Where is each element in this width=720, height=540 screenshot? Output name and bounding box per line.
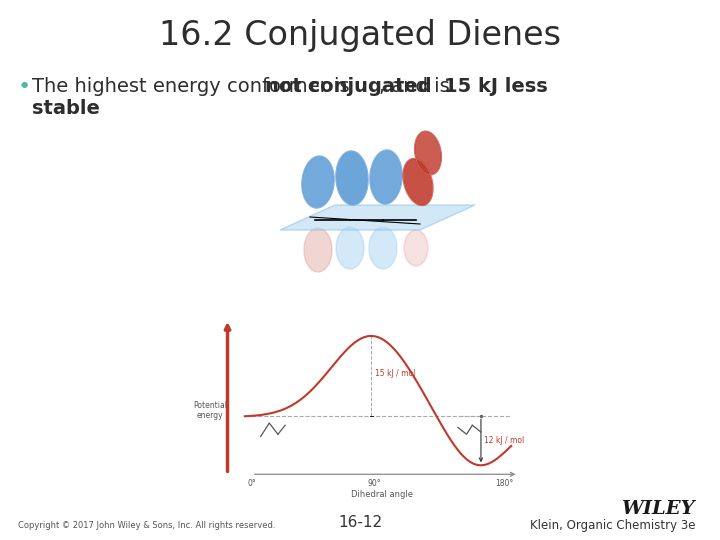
Text: 12 kJ / mol: 12 kJ / mol <box>484 436 524 446</box>
Text: •: • <box>18 77 31 97</box>
Text: 90°: 90° <box>368 479 381 488</box>
Text: 16.2 Conjugated Dienes: 16.2 Conjugated Dienes <box>159 18 561 51</box>
Text: Potential
energy: Potential energy <box>193 401 228 420</box>
Text: stable: stable <box>32 99 100 118</box>
Polygon shape <box>336 227 364 269</box>
Text: Dihedral angle: Dihedral angle <box>351 490 413 499</box>
Polygon shape <box>415 131 441 175</box>
Text: 0°: 0° <box>248 479 256 488</box>
Text: not conjugated: not conjugated <box>265 77 431 96</box>
Polygon shape <box>369 227 397 269</box>
Polygon shape <box>280 205 475 230</box>
Polygon shape <box>404 230 428 266</box>
Text: 180°: 180° <box>495 479 513 488</box>
Text: , and is: , and is <box>379 77 456 96</box>
Polygon shape <box>403 159 433 205</box>
Text: 15 kJ / mol: 15 kJ / mol <box>375 369 416 379</box>
Polygon shape <box>370 150 402 204</box>
Polygon shape <box>302 156 334 208</box>
Text: Klein, Organic Chemistry 3e: Klein, Organic Chemistry 3e <box>529 519 695 532</box>
Text: WILEY: WILEY <box>621 500 695 518</box>
Text: 16-12: 16-12 <box>338 515 382 530</box>
Polygon shape <box>336 151 368 205</box>
Text: The highest energy conformer is: The highest energy conformer is <box>32 77 356 96</box>
Text: Copyright © 2017 John Wiley & Sons, Inc. All rights reserved.: Copyright © 2017 John Wiley & Sons, Inc.… <box>18 521 276 530</box>
Text: 15 kJ less: 15 kJ less <box>444 77 548 96</box>
Polygon shape <box>304 228 332 272</box>
